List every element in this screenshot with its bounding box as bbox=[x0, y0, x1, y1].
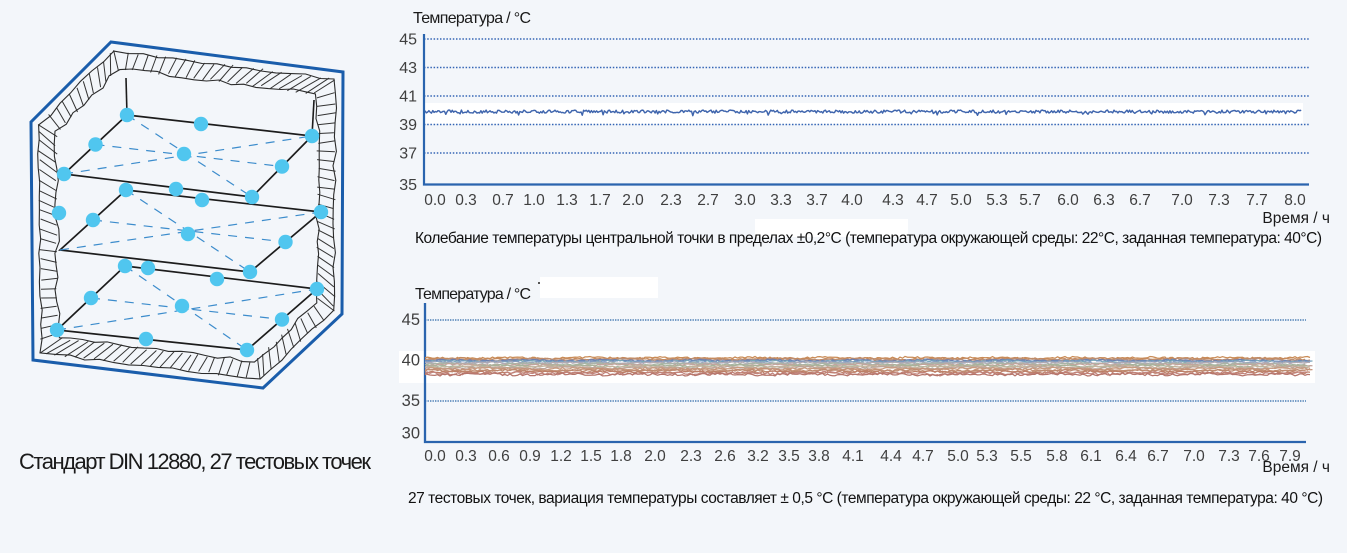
svg-text:5.8: 5.8 bbox=[1046, 448, 1068, 465]
svg-text:0.9: 0.9 bbox=[519, 448, 541, 465]
svg-text:7.0: 7.0 bbox=[1183, 448, 1205, 465]
svg-text:3.3: 3.3 bbox=[770, 192, 792, 209]
svg-text:2.6: 2.6 bbox=[714, 448, 736, 465]
svg-text:35: 35 bbox=[399, 177, 417, 194]
svg-text:5.0: 5.0 bbox=[947, 448, 969, 465]
svg-text:6.7: 6.7 bbox=[1147, 448, 1169, 465]
svg-text:1.7: 1.7 bbox=[589, 192, 611, 209]
svg-text:Температура / °C: Температура / °C bbox=[413, 10, 531, 27]
svg-text:2.3: 2.3 bbox=[680, 448, 702, 465]
svg-text:Время / ч: Время / ч bbox=[1262, 459, 1330, 476]
svg-text:0.7: 0.7 bbox=[492, 192, 514, 209]
svg-text:Время / ч: Время / ч bbox=[1262, 210, 1330, 227]
svg-text:37: 37 bbox=[399, 146, 417, 163]
svg-text:40: 40 bbox=[402, 351, 420, 369]
svg-text:6.3: 6.3 bbox=[1093, 192, 1115, 209]
svg-text:2.3: 2.3 bbox=[660, 192, 682, 209]
svg-text:4.0: 4.0 bbox=[841, 192, 863, 209]
svg-text:4.7: 4.7 bbox=[912, 448, 934, 465]
svg-text:2.7: 2.7 bbox=[697, 192, 719, 209]
svg-text:3.2: 3.2 bbox=[747, 448, 769, 465]
svg-text:27 тестовых точек, вариация те: 27 тестовых точек, вариация температуры … bbox=[408, 490, 1323, 507]
svg-text:0.3: 0.3 bbox=[455, 192, 477, 209]
svg-text:7.6: 7.6 bbox=[1248, 448, 1270, 465]
svg-text:6.0: 6.0 bbox=[1057, 192, 1079, 209]
svg-text:4.1: 4.1 bbox=[842, 448, 864, 465]
svg-text:1.2: 1.2 bbox=[550, 448, 572, 465]
svg-text:6.7: 6.7 bbox=[1129, 192, 1151, 209]
svg-text:30: 30 bbox=[402, 424, 420, 442]
svg-text:4.4: 4.4 bbox=[880, 448, 902, 465]
svg-text:0.6: 0.6 bbox=[488, 448, 510, 465]
svg-text:43: 43 bbox=[399, 60, 417, 77]
svg-text:3.5: 3.5 bbox=[778, 448, 800, 465]
svg-text:45: 45 bbox=[402, 311, 420, 329]
svg-text:0.0: 0.0 bbox=[424, 192, 446, 209]
svg-text:3.7: 3.7 bbox=[806, 192, 828, 209]
svg-text:2.0: 2.0 bbox=[644, 448, 666, 465]
svg-text:35: 35 bbox=[402, 392, 420, 410]
svg-text:Колебание температуры централь: Колебание температуры центральной точки … bbox=[415, 230, 1322, 247]
svg-text:7.3: 7.3 bbox=[1208, 192, 1230, 209]
svg-text:39: 39 bbox=[399, 117, 417, 134]
svg-text:Температура / °C: Температура / °C bbox=[415, 286, 531, 303]
svg-text:2.0: 2.0 bbox=[622, 192, 644, 209]
svg-text:4.3: 4.3 bbox=[882, 192, 904, 209]
svg-text:7.7: 7.7 bbox=[1246, 192, 1268, 209]
svg-text:1.8: 1.8 bbox=[610, 448, 632, 465]
svg-text:7.0: 7.0 bbox=[1171, 192, 1193, 209]
svg-text:7.9: 7.9 bbox=[1279, 448, 1301, 465]
svg-text:45: 45 bbox=[399, 32, 417, 49]
svg-text:5.3: 5.3 bbox=[986, 192, 1008, 209]
svg-text:3.8: 3.8 bbox=[808, 448, 830, 465]
svg-text:8.0: 8.0 bbox=[1284, 192, 1306, 209]
svg-text:5.5: 5.5 bbox=[1010, 448, 1032, 465]
svg-text:5.7: 5.7 bbox=[1019, 192, 1041, 209]
svg-text:41: 41 bbox=[399, 89, 417, 106]
svg-text:6.1: 6.1 bbox=[1080, 448, 1102, 465]
svg-text:5.0: 5.0 bbox=[950, 192, 972, 209]
svg-text:4.7: 4.7 bbox=[916, 192, 938, 209]
svg-text:Стандарт DIN 12880, 27 тестовы: Стандарт DIN 12880, 27 тестовых точек bbox=[19, 449, 371, 474]
svg-text:0.0: 0.0 bbox=[424, 448, 446, 465]
svg-text:5.3: 5.3 bbox=[976, 448, 998, 465]
svg-text:1.3: 1.3 bbox=[556, 192, 578, 209]
svg-text:6.4: 6.4 bbox=[1115, 448, 1137, 465]
svg-text:0.3: 0.3 bbox=[455, 448, 477, 465]
svg-text:1.0: 1.0 bbox=[523, 192, 545, 209]
svg-text:3.0: 3.0 bbox=[734, 192, 756, 209]
svg-text:7.3: 7.3 bbox=[1218, 448, 1240, 465]
svg-text:1.5: 1.5 bbox=[580, 448, 602, 465]
